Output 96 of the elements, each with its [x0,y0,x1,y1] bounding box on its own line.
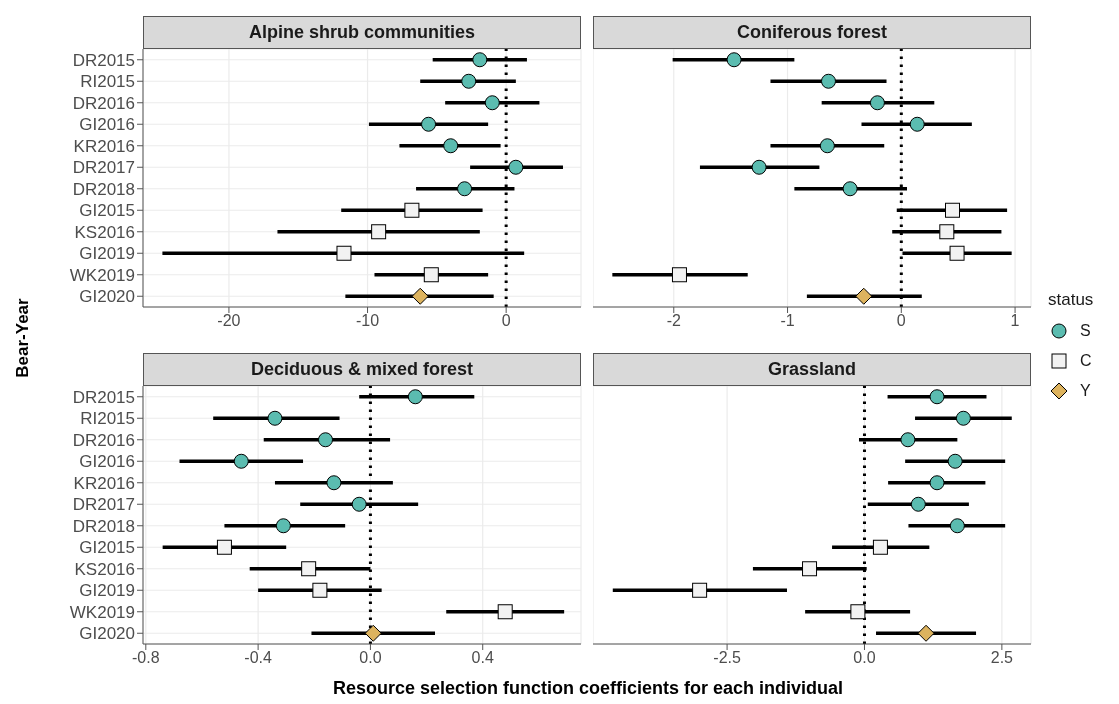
legend-title: status [1048,290,1094,310]
point [351,496,367,512]
y-tick-label: DR2018 [72,516,135,536]
point [301,561,317,577]
point [326,475,342,491]
x-tick-label: -1 [780,312,795,330]
point [457,181,473,197]
point [312,582,328,598]
chart-title: Coniferous forest [593,16,1031,49]
point [751,159,767,175]
y-tick-label: DR2016 [72,430,135,450]
x-tick-label: -2 [666,312,681,330]
chart-title: Grassland [593,353,1031,386]
x-tick-label: 2.5 [990,649,1014,667]
y-tick-label: WK2019 [69,602,135,622]
point [900,432,916,448]
point [949,245,965,261]
point [421,116,437,132]
x-tick-label: -0.4 [244,649,272,667]
point [947,453,963,469]
y-tick-label: DR2016 [72,93,135,113]
point [955,410,971,426]
point [364,624,382,642]
point [819,138,835,154]
x-tick-label: 0.0 [853,649,876,667]
point [671,267,687,283]
y-tick-label: GI2019 [79,581,135,601]
x-tick-label: -2.5 [713,649,741,667]
point [802,561,818,577]
point [872,539,888,555]
y-axis-title: Bear-Year [13,297,33,380]
chart-title: Deciduous & mixed forest [143,353,581,386]
y-tick-label: RI2015 [80,72,135,92]
point [371,224,387,240]
point [945,202,960,218]
point [855,287,873,305]
y-tick-label: DR2018 [72,179,135,199]
y-tick-label: GI2016 [79,115,135,135]
y-tick-label: KS2016 [74,559,135,579]
point [726,52,742,68]
x-tick-label: -0.8 [132,649,160,667]
point [233,453,249,469]
x-tick-label: 0 [896,312,906,330]
point [692,582,708,598]
point [275,518,291,534]
point [423,267,439,283]
point [850,604,866,620]
point [443,138,459,154]
y-tick-label: KR2016 [73,473,135,493]
x-tick-label: 0.4 [471,649,494,667]
x-tick-label: -10 [355,312,380,330]
point [869,95,885,111]
x-tick-label: 1 [1010,312,1020,330]
point [472,52,488,68]
y-tick-label: DR2015 [72,387,135,407]
x-tick-label: 0 [501,312,511,330]
point [909,116,925,132]
point [949,518,965,534]
chart-title: Alpine shrub communities [143,16,581,49]
point [929,389,945,405]
point [497,604,513,620]
y-tick-label: GI2020 [79,287,135,307]
y-tick-label: GI2015 [79,538,135,558]
y-tick-label: GI2015 [79,201,135,221]
point [910,496,926,512]
point [842,181,858,197]
point [508,159,524,175]
y-tick-label: GI2020 [79,624,135,644]
point [929,475,945,491]
point [407,389,423,405]
y-tick-label: GI2016 [79,452,135,472]
point [821,73,836,89]
y-tick-label: DR2015 [72,50,135,70]
point [939,224,955,240]
x-tick-label: 0.0 [359,649,382,667]
y-tick-label: DR2017 [72,495,135,515]
point [216,539,232,555]
point [318,432,333,448]
point [267,410,283,426]
point [484,95,500,111]
y-tick-label: GI2019 [79,244,135,264]
x-axis-title: Resource selection function coefficients for each individual [331,678,845,699]
point [917,624,935,642]
legend-label: Y [1080,382,1091,400]
y-tick-label: KR2016 [73,136,135,156]
x-tick-label: -20 [217,312,241,330]
y-tick-label: DR2017 [72,158,135,178]
y-tick-label: WK2019 [69,265,135,285]
legend-label: C [1080,352,1092,370]
y-tick-label: RI2015 [80,409,135,429]
legend-label: S [1080,322,1091,340]
point [461,73,477,89]
point [404,202,420,218]
point [411,287,429,305]
y-tick-label: KS2016 [74,222,135,242]
point [336,245,352,261]
